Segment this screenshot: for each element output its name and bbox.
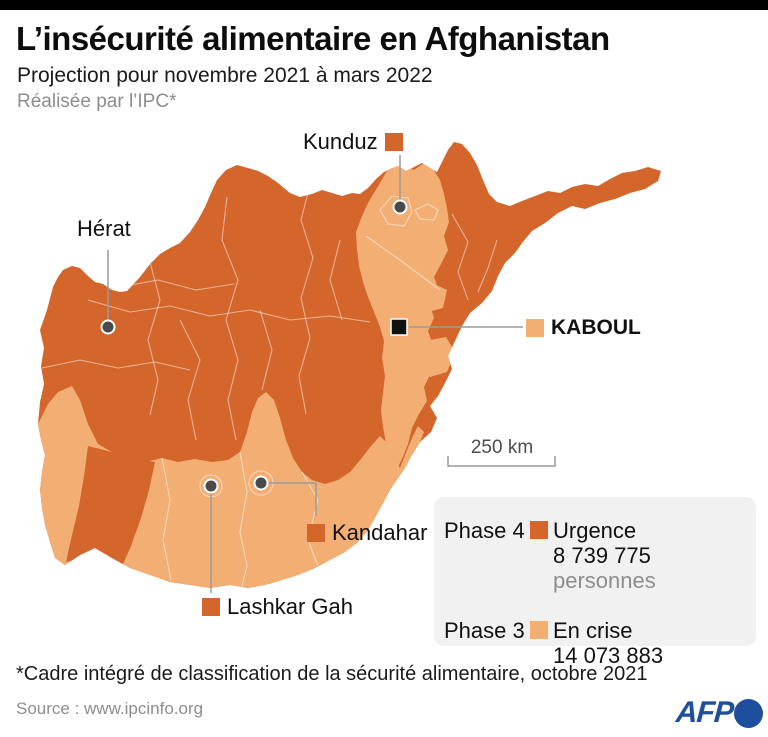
page-title: L’insécurité alimentaire en Afghanistan — [16, 20, 610, 57]
subtitle: Projection pour novembre 2021 à mars 202… — [17, 64, 433, 87]
label-connectors — [107, 155, 523, 593]
kaboul-label-text: KABOUL — [551, 316, 641, 339]
phase3-texts: En crise 14 073 883 — [553, 618, 663, 668]
phase3-swatch-icon — [530, 621, 548, 639]
top-black-bar — [0, 0, 768, 10]
afp-logo-text: AFP — [674, 696, 735, 729]
region-phase3-kaboul-pocket — [408, 282, 447, 313]
lashkar-gah-phase4-swatch-icon — [202, 598, 220, 616]
herat-label: Hérat — [77, 216, 131, 242]
legend-row-phase4: Phase 4 Urgence 8 739 775 personnes — [444, 518, 756, 593]
phase3-count: 14 073 883 — [553, 643, 664, 668]
lashkar-gah-city-dot — [203, 478, 219, 494]
kaboul-label: KABOUL — [526, 316, 641, 340]
phase3-status: En crise — [553, 618, 633, 643]
herat-city-dot — [100, 319, 116, 335]
region-phase3-northeast — [356, 163, 449, 471]
afp-logo: AFP — [674, 696, 763, 730]
kandahar-label: Kandahar — [307, 520, 427, 546]
source-credit: Source : www.ipcinfo.org — [16, 699, 204, 718]
scale-label: 250 km — [470, 437, 534, 458]
scale-bar — [447, 456, 556, 467]
kandahar-phase4-swatch-icon — [307, 524, 325, 542]
footnote: *Cadre intégré de classification de la s… — [16, 663, 648, 685]
legend-row-phase3: Phase 3 En crise 14 073 883 — [444, 618, 756, 668]
kunduz-label-text: Kunduz — [303, 129, 378, 154]
lashkar-gah-label-text: Lashkar Gah — [227, 594, 353, 619]
kaboul-phase3-swatch-icon — [526, 319, 544, 337]
byline: Réalisée par l’IPC* — [17, 91, 177, 112]
city-markers — [100, 199, 408, 494]
phase4-count-suffix: personnes — [553, 568, 656, 593]
herat-label-text: Hérat — [77, 216, 131, 241]
region-phase3-south — [38, 386, 424, 588]
kandahar-city-dot — [253, 475, 269, 491]
phase4-swatch-icon — [530, 521, 548, 539]
region-phase3-east-pocket — [420, 337, 455, 377]
afp-globe-icon — [734, 698, 763, 728]
region-phase4-southwest-wedge — [66, 446, 155, 580]
kunduz-phase4-swatch-icon — [384, 133, 403, 151]
phase4-count: 8 739 775 — [553, 543, 651, 568]
lashkar-gah-label: Lashkar Gah — [202, 594, 353, 620]
kandahar-connector — [268, 482, 317, 516]
phase4-texts: Urgence 8 739 775 personnes — [553, 518, 756, 593]
kunduz-city-dot — [392, 199, 408, 215]
phase4-status: Urgence — [553, 518, 637, 543]
legend-box: Phase 4 Urgence 8 739 775 personnes Phas… — [434, 497, 756, 668]
phase3-label: Phase 3 — [444, 618, 525, 643]
province-borders — [41, 180, 498, 587]
phase4-label: Phase 4 — [444, 518, 525, 543]
kandahar-label-text: Kandahar — [332, 520, 428, 545]
kunduz-label: Kunduz — [303, 129, 403, 155]
kaboul-capital-marker — [390, 318, 408, 336]
